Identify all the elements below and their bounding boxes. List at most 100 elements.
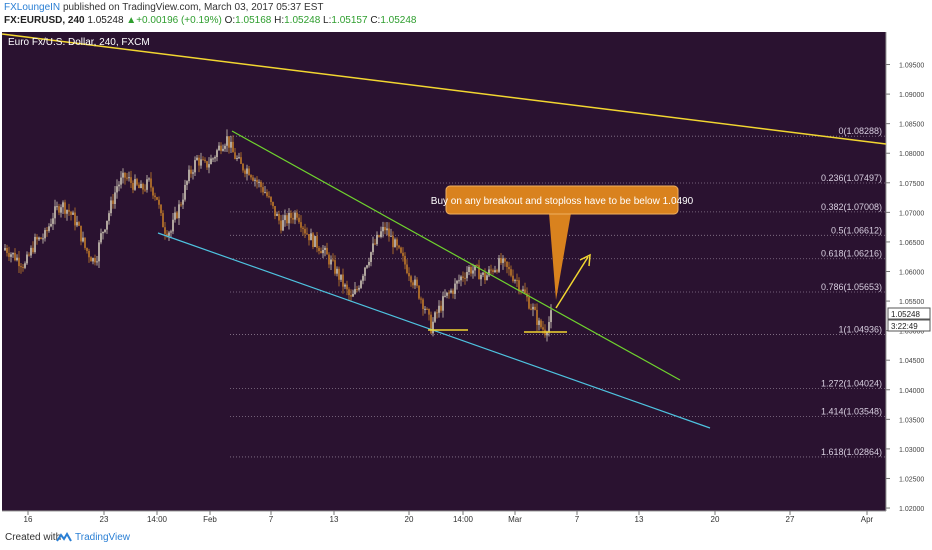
- candle-body: [138, 184, 140, 189]
- candle-body: [432, 321, 434, 334]
- candle-body: [46, 230, 48, 232]
- candle-body: [252, 177, 254, 181]
- candle-body: [64, 202, 66, 214]
- author-link[interactable]: FXLoungeIN: [4, 2, 61, 13]
- candle-body: [254, 179, 256, 181]
- candle-body: [106, 220, 108, 230]
- callout-pointer: [549, 213, 571, 300]
- candle-body: [234, 152, 236, 159]
- candle-body: [28, 254, 30, 256]
- candle-body: [548, 322, 550, 333]
- chart-header: FXLoungeIN published on TradingView.com,…: [0, 0, 932, 30]
- candle-body: [352, 293, 354, 297]
- candle-body: [206, 161, 208, 168]
- candle-body: [374, 243, 376, 245]
- candle-body: [386, 228, 388, 231]
- candle-body: [512, 275, 514, 282]
- candle-body: [194, 160, 196, 173]
- chart-area[interactable]: 0(1.08288) 0.236(1.07497) 0.382(1.07008) 0.…: [0, 30, 932, 526]
- price-axis[interactable]: [886, 32, 930, 511]
- candle-body: [380, 231, 382, 237]
- candle-body: [478, 265, 480, 280]
- long-resistance-line[interactable]: [1, 33, 887, 145]
- y-tick-label: 1.05500: [899, 299, 924, 306]
- candle-body: [246, 168, 248, 174]
- price-chart[interactable]: 0(1.08288) 0.236(1.07497) 0.382(1.07008) 0.…: [0, 30, 932, 526]
- high-label: H:: [274, 15, 285, 26]
- candle-body: [122, 172, 124, 178]
- annotation-callout[interactable]: Buy on any breakout and stoploss have to…: [431, 185, 694, 300]
- channel-upper-line[interactable]: [231, 130, 681, 381]
- change-text: +0.00196 (+0.19%): [136, 15, 222, 26]
- candle-body: [30, 247, 32, 256]
- candle-body: [516, 280, 518, 282]
- footer: Created with TradingView: [0, 526, 932, 550]
- y-axis-ticks: 1.09500 1.09000 1.08500 1.08000 1.07500 1.070…: [886, 63, 924, 513]
- x-tick-label: 13: [635, 515, 644, 524]
- candle-body: [66, 210, 68, 214]
- candlestick-series: [4, 129, 552, 342]
- candle-body: [20, 266, 22, 268]
- candle-body: [54, 206, 56, 219]
- fib-label-0.236: 0.236(1.07497): [821, 173, 882, 183]
- candle-body: [412, 282, 414, 286]
- candle-body: [286, 215, 288, 224]
- tradingview-link[interactable]: TradingView: [75, 532, 131, 543]
- trend-drawings[interactable]: [1, 33, 887, 429]
- candle-body: [258, 181, 260, 183]
- candle-body: [418, 285, 420, 299]
- y-tick-label: 1.09000: [899, 92, 924, 99]
- candle-body: [458, 280, 460, 282]
- fib-label-0.382: 0.382(1.07008): [821, 202, 882, 212]
- candle-body: [208, 164, 210, 168]
- candle-body: [88, 250, 90, 258]
- x-tick-label: 16: [24, 515, 33, 524]
- y-tick-label: 1.07500: [899, 181, 924, 188]
- candle-body: [414, 279, 416, 286]
- candle-body: [408, 273, 410, 277]
- plot-background: [2, 32, 886, 511]
- candle-body: [324, 247, 326, 250]
- candle-body: [198, 157, 200, 166]
- candle-body: [200, 159, 202, 166]
- candle-body: [262, 187, 264, 193]
- candle-body: [348, 289, 350, 296]
- candle-body: [188, 169, 190, 182]
- fib-label-0.5: 0.5(1.06612): [831, 225, 882, 235]
- y-tick-label: 1.06000: [899, 270, 924, 277]
- last-price-tag: 1.05248 3:22:49: [887, 307, 931, 332]
- candle-body: [510, 269, 512, 276]
- candle-body: [128, 177, 130, 179]
- candle-body: [240, 157, 242, 164]
- time-axis[interactable]: [2, 511, 886, 525]
- candle-body: [168, 232, 170, 236]
- x-tick-label: 20: [405, 515, 414, 524]
- countdown-label: 3:22:49: [891, 322, 918, 331]
- candle-body: [264, 192, 266, 194]
- candle-body: [462, 276, 464, 278]
- candle-body: [100, 233, 102, 243]
- candle-body: [470, 266, 472, 274]
- candle-body: [310, 233, 312, 241]
- candle-body: [174, 212, 176, 220]
- candle-body: [238, 157, 240, 159]
- candle-body: [82, 237, 84, 242]
- candle-body: [4, 247, 6, 251]
- candle-body: [260, 181, 262, 188]
- y-tick-label: 1.08000: [899, 151, 924, 158]
- callout-box: [445, 185, 679, 215]
- candle-body: [14, 252, 16, 261]
- breakout-arrow[interactable]: [555, 256, 589, 309]
- candle-body: [230, 141, 232, 148]
- candle-body: [76, 222, 78, 226]
- candle-body: [442, 296, 444, 311]
- candle-body: [484, 272, 486, 281]
- candle-body: [118, 184, 120, 187]
- candle-body: [104, 229, 106, 232]
- candle-body: [350, 295, 352, 297]
- candle-body: [452, 290, 454, 294]
- candle-body: [338, 268, 340, 280]
- candle-body: [130, 177, 132, 183]
- candle-body: [192, 172, 194, 174]
- candle-body: [144, 189, 146, 191]
